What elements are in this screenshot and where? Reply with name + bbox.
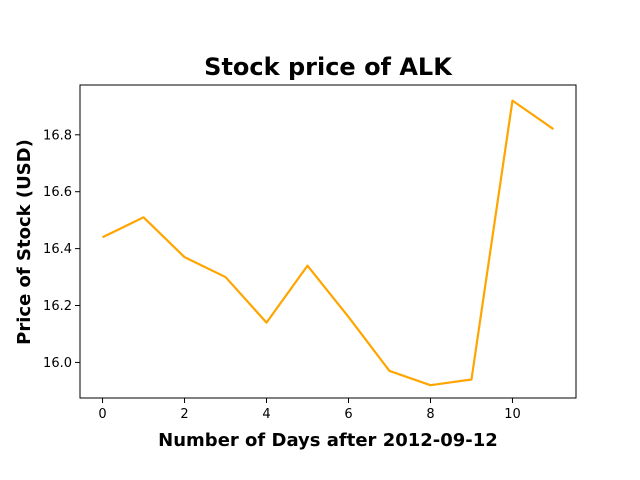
y-tick-label: 16.0 (43, 356, 72, 371)
x-tick-label: 4 (262, 407, 270, 422)
chart-title: Stock price of ALK (204, 53, 453, 81)
y-tick-label: 16.8 (43, 128, 72, 143)
series-layer (102, 99, 555, 387)
y-tick-label: 16.6 (43, 185, 72, 200)
y-axis-label: Price of Stock (USD) (14, 139, 35, 345)
y-axis-ticks: 16.0 16.2 16.4 16.6 16.8 (43, 128, 80, 371)
x-axis-label: Number of Days after 2012-09-12 (158, 430, 498, 451)
x-tick-label: 10 (504, 407, 521, 422)
x-tick-label: 0 (98, 407, 106, 422)
plot-frame (79, 84, 577, 399)
x-tick-label: 6 (344, 407, 352, 422)
x-axis-ticks: 0 2 4 6 8 10 (98, 398, 521, 422)
x-tick-label: 2 (180, 407, 188, 422)
y-tick-label: 16.4 (43, 242, 72, 257)
y-tick-label: 16.2 (43, 299, 72, 314)
series-line-0 (102, 99, 555, 387)
x-tick-label: 8 (426, 407, 434, 422)
